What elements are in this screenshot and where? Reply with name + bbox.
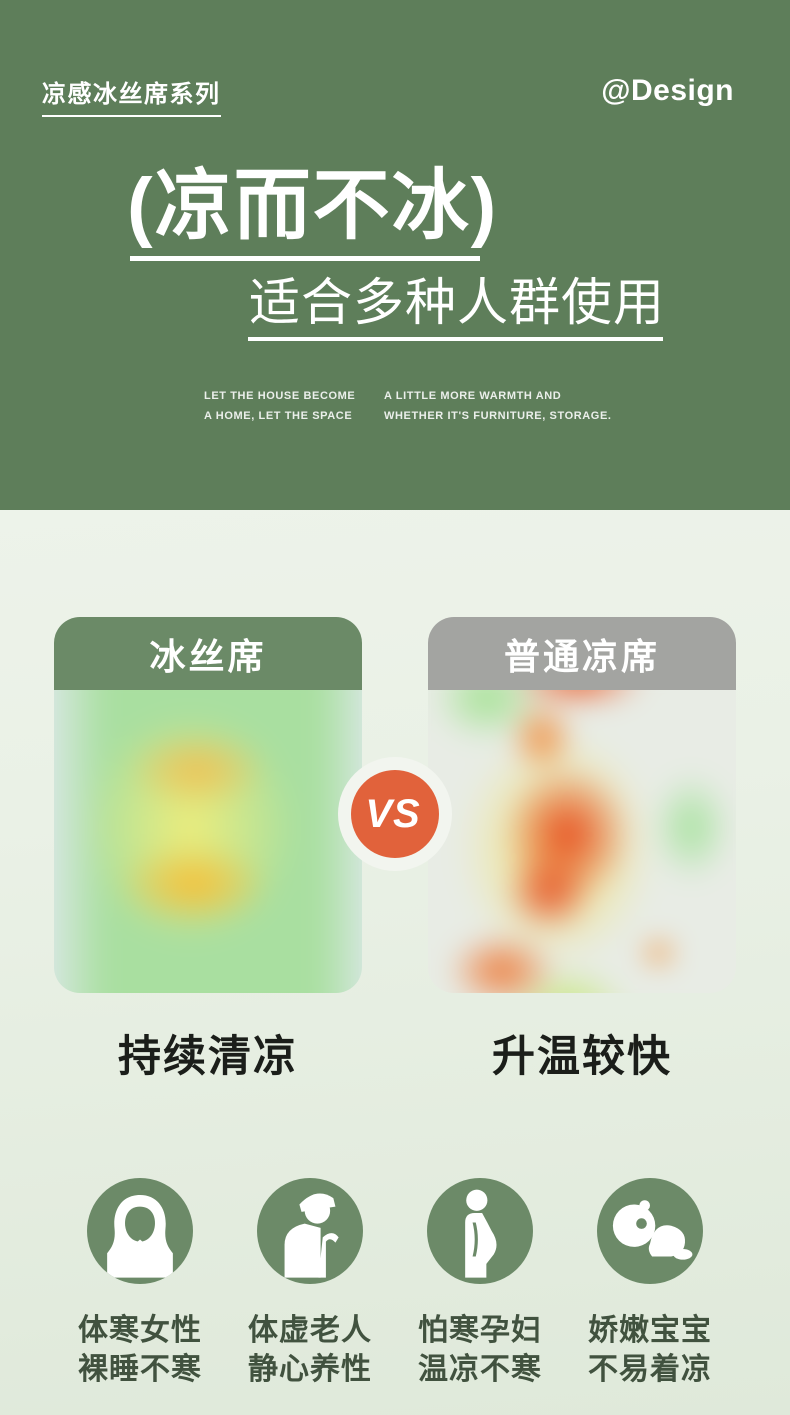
- persona-baby-line1: 娇嫩宝宝: [588, 1314, 712, 1347]
- hero-section: 凉感冰丝席系列 @Design (凉而不冰) 适合多种人群使用 LET THE …: [0, 0, 790, 510]
- persona-pregnant-label: 怕寒孕妇 温凉不寒: [395, 1311, 565, 1389]
- persona-woman: 体寒女性 裸睡不寒: [55, 1178, 225, 1389]
- baby-icon: [597, 1178, 703, 1284]
- ice-silk-mat-card-title: 冰丝席: [54, 617, 362, 690]
- sub-headline: 适合多种人群使用: [249, 274, 666, 331]
- ice-silk-mat-thermal-image: [54, 690, 362, 993]
- persona-woman-label: 体寒女性 裸睡不寒: [55, 1311, 225, 1389]
- persona-elderly-label: 体虚老人 静心养性: [225, 1311, 395, 1389]
- tagline-left: LET THE HOUSE BECOME A HOME, LET THE SPA…: [204, 386, 355, 426]
- vs-badge-circle: VS: [351, 770, 439, 858]
- persona-woman-line2: 裸睡不寒: [78, 1353, 202, 1386]
- main-headline: (凉而不冰): [127, 163, 499, 249]
- ice-silk-mat-caption: 持续清凉: [118, 1033, 298, 1081]
- persona-elderly: 体虚老人 静心养性: [225, 1178, 395, 1389]
- woman-icon: [87, 1178, 193, 1284]
- tagline-right-line1: A LITTLE MORE WARMTH AND: [384, 390, 562, 402]
- ordinary-mat-card-title: 普通凉席: [428, 617, 736, 690]
- persona-woman-line1: 体寒女性: [78, 1314, 202, 1347]
- ordinary-mat-caption: 升温较快: [492, 1033, 672, 1081]
- headline-underline: [130, 256, 480, 261]
- persona-baby: 娇嫩宝宝 不易着凉: [565, 1178, 735, 1389]
- persona-elderly-line1: 体虚老人: [248, 1314, 372, 1347]
- elderly-icon: [257, 1178, 363, 1284]
- ordinary-mat-thermal-image: [428, 690, 736, 993]
- persona-pregnant-line2: 温凉不寒: [418, 1353, 542, 1386]
- vs-label: VS: [365, 791, 421, 836]
- tagline-left-line2: A HOME, LET THE SPACE: [204, 410, 353, 422]
- persona-pregnant-line1: 怕寒孕妇: [418, 1314, 542, 1347]
- subheadline-underline: [248, 337, 663, 341]
- ordinary-mat-card: 普通凉席: [428, 617, 736, 993]
- tagline-left-line1: LET THE HOUSE BECOME: [204, 390, 356, 402]
- persona-baby-label: 娇嫩宝宝 不易着凉: [565, 1311, 735, 1389]
- persona-elderly-line2: 静心养性: [248, 1353, 372, 1386]
- warm-heatmap: [428, 690, 736, 993]
- tagline-right: A LITTLE MORE WARMTH AND WHETHER IT'S FU…: [384, 386, 612, 426]
- series-title: 凉感冰丝席系列: [42, 74, 221, 117]
- persona-baby-line2: 不易着凉: [588, 1353, 712, 1386]
- persona-pregnant: 怕寒孕妇 温凉不寒: [395, 1178, 565, 1389]
- pregnant-icon: [427, 1178, 533, 1284]
- brand-watermark: @Design: [601, 74, 734, 107]
- tagline-right-line2: WHETHER IT'S FURNITURE, STORAGE.: [384, 410, 612, 422]
- persona-row: 体寒女性 裸睡不寒 体虚老人 静心养性: [55, 1178, 735, 1389]
- vs-badge: VS: [338, 757, 452, 871]
- ice-silk-mat-card: 冰丝席: [54, 617, 362, 993]
- cool-heatmap: [54, 690, 362, 993]
